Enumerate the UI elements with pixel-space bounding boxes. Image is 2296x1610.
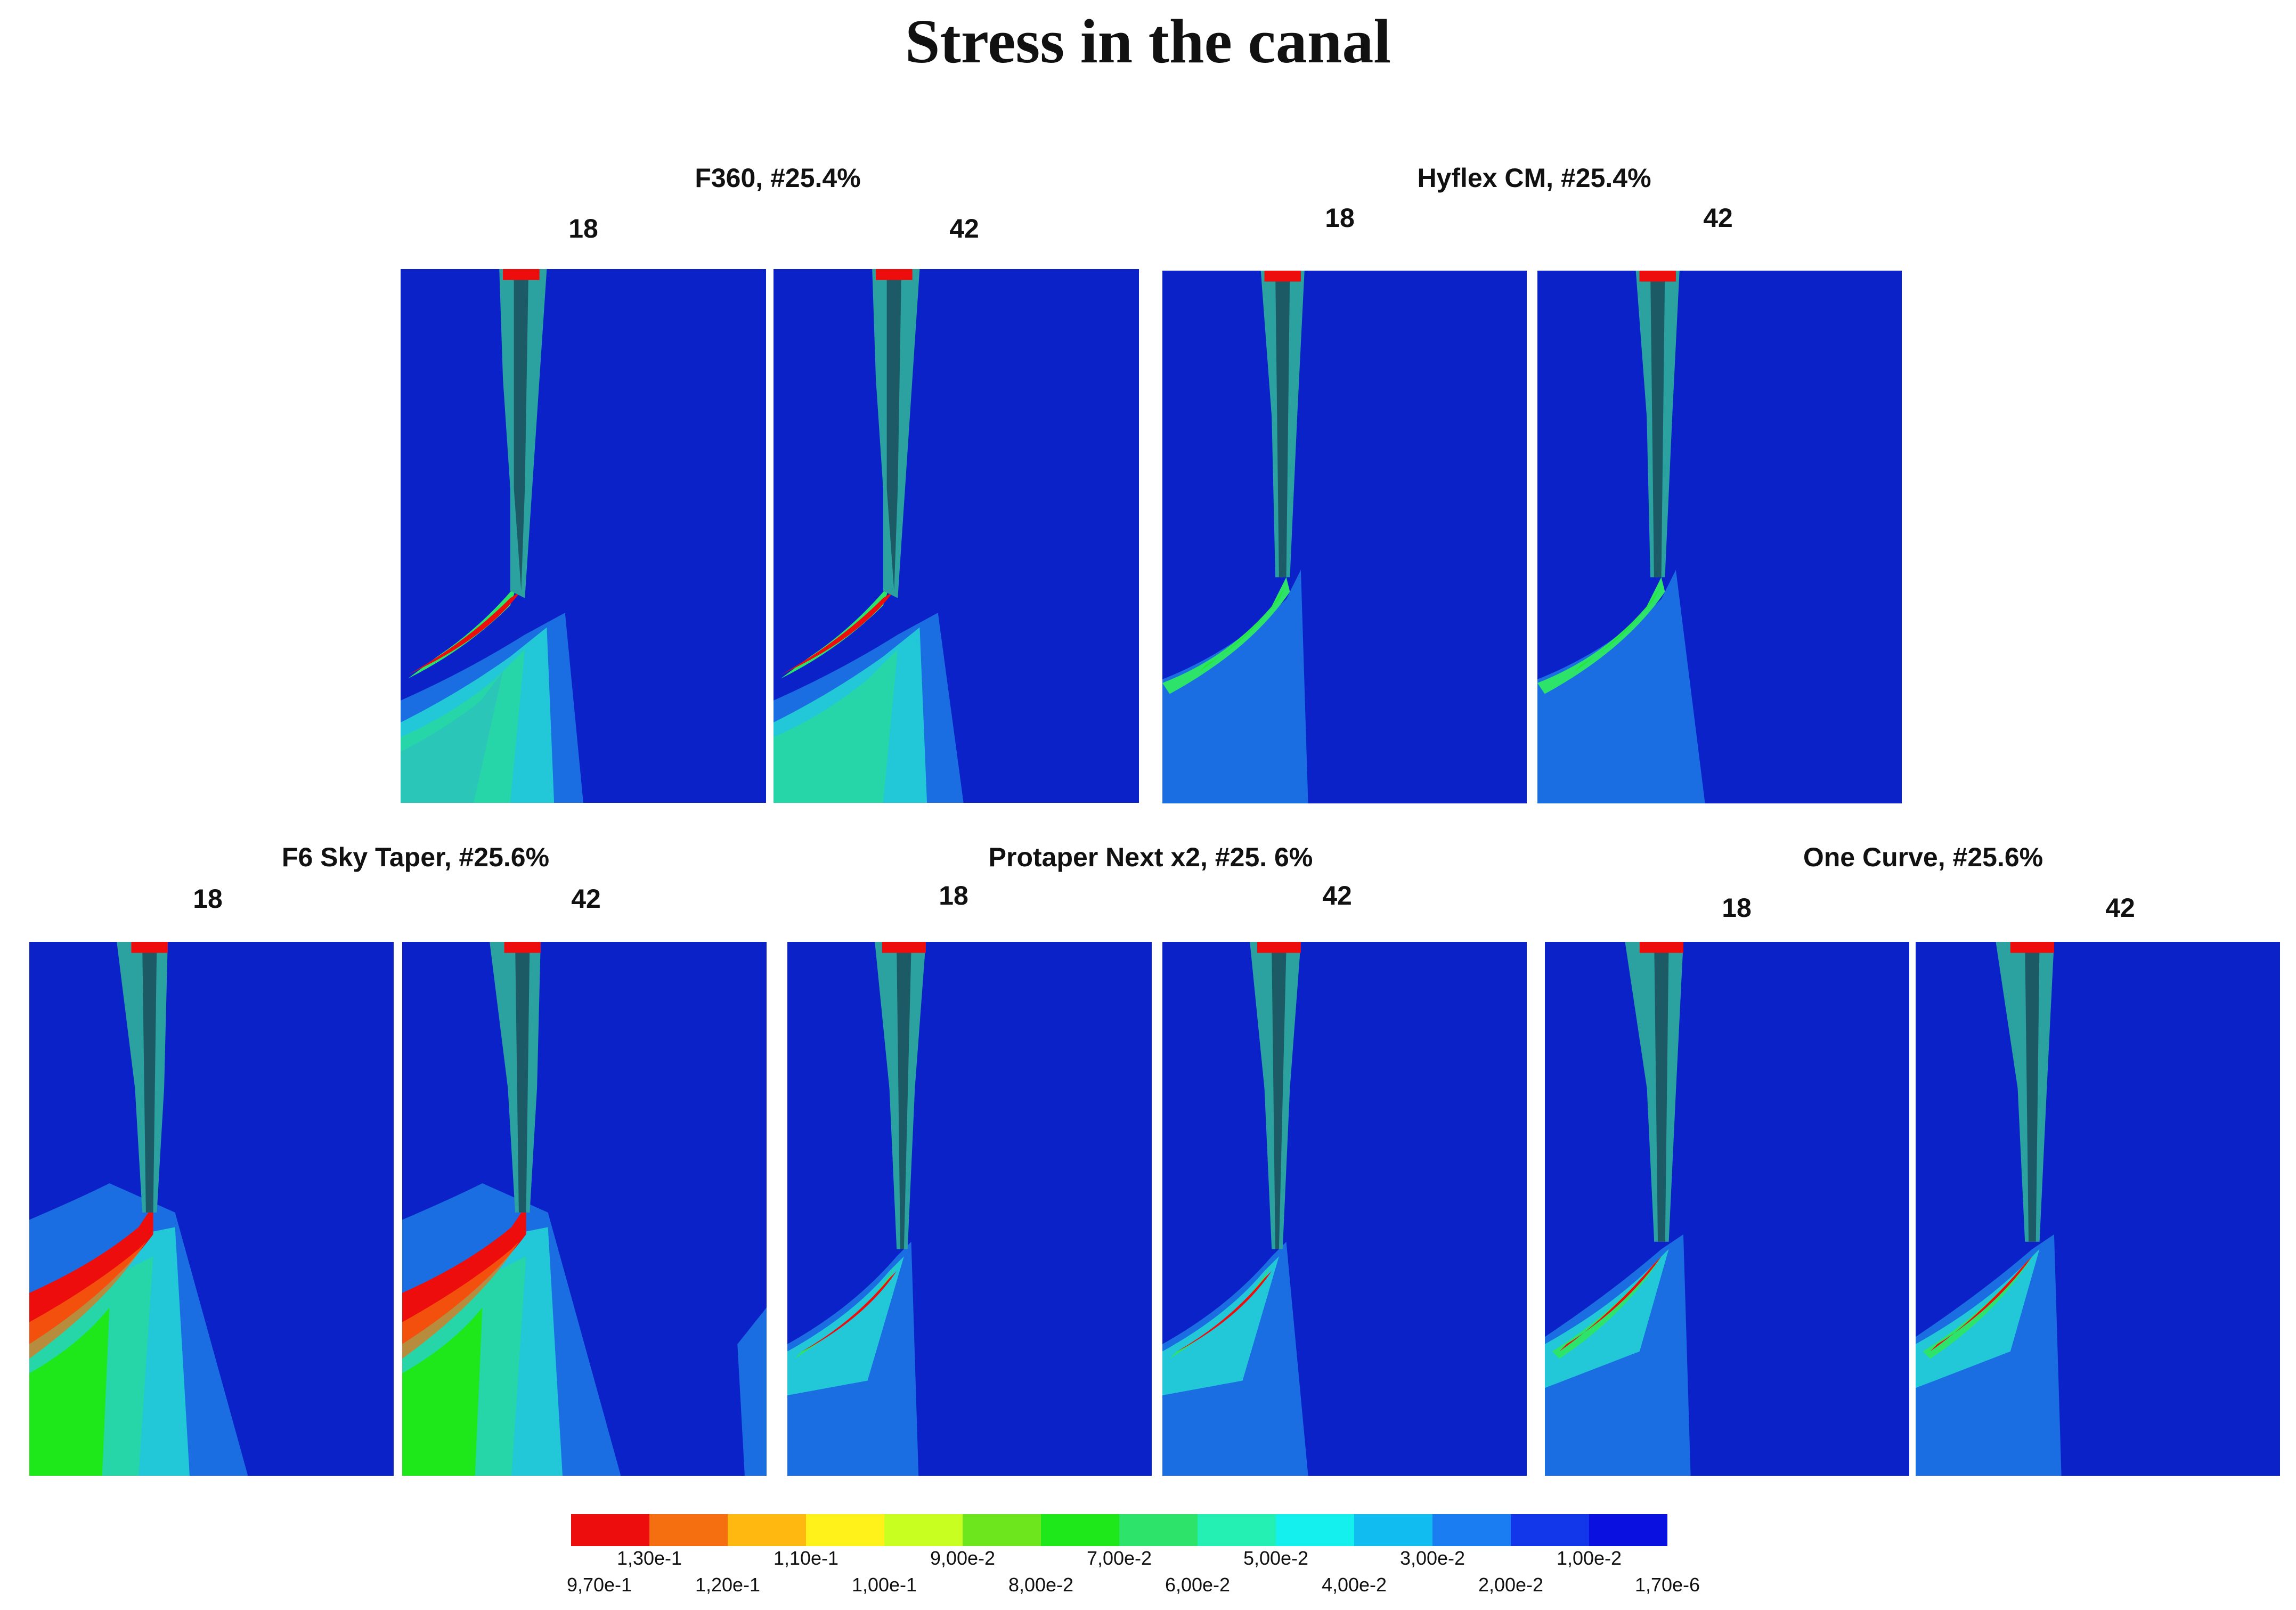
f360-label-42: 42 [949, 214, 979, 243]
stress-map-protaper-18 [787, 942, 1152, 1476]
legend-bin [649, 1514, 728, 1546]
legend-label-top: 1,00e-2 [1556, 1547, 1622, 1569]
legend-label-bottom: 4,00e-2 [1321, 1574, 1387, 1596]
hyflex-label-18: 18 [1325, 203, 1355, 233]
legend-label-top: 1,10e-1 [773, 1547, 839, 1569]
legend-bin [1432, 1514, 1511, 1546]
legend-bin [1198, 1514, 1276, 1546]
stress-map-f6-42 [402, 942, 767, 1476]
legend-bin [571, 1514, 649, 1546]
legend-label-bottom: 6,00e-2 [1165, 1574, 1231, 1596]
legend-bin [1354, 1514, 1432, 1546]
legend-label-bottom: 9,70e-1 [566, 1574, 632, 1596]
group-title-f360: F360, #25.4% [695, 163, 861, 193]
legend-label-top: 9,00e-2 [930, 1547, 996, 1569]
stress-map-onecurve-18 [1545, 942, 1909, 1476]
hyflex-label-42: 42 [1703, 203, 1733, 233]
figure-title: Stress in the canal [905, 6, 1391, 76]
legend-bin [963, 1514, 1041, 1546]
stress-map-onecurve-42 [1916, 942, 2280, 1476]
legend-label-bottom: 2,00e-2 [1478, 1574, 1544, 1596]
legend-label-bottom: 8,00e-2 [1008, 1574, 1074, 1596]
stress-map-f360-18 [401, 269, 766, 803]
legend-label-bottom: 1,00e-1 [851, 1574, 917, 1596]
legend-bin [1589, 1514, 1667, 1546]
onecurve-label-42: 42 [2105, 893, 2135, 923]
protaper-label-42: 42 [1322, 881, 1352, 910]
f6-label-42: 42 [571, 884, 601, 914]
stress-map-f360-42 [774, 269, 1139, 803]
f6-label-18: 18 [193, 884, 223, 914]
stress-map-hyflex-42 [1537, 271, 1902, 803]
group-title-onecurve: One Curve, #25.6% [1803, 842, 2043, 872]
legend-bin [728, 1514, 806, 1546]
legend-bin [1041, 1514, 1119, 1546]
legend-label-top: 7,00e-2 [1086, 1547, 1152, 1569]
legend-bin [1511, 1514, 1589, 1546]
onecurve-label-18: 18 [1722, 893, 1752, 923]
legend-label-top: 5,00e-2 [1243, 1547, 1309, 1569]
legend-bin [1276, 1514, 1354, 1546]
stress-map-f6-18 [29, 942, 394, 1476]
legend-label-bottom: 1,70e-6 [1634, 1574, 1700, 1596]
group-title-f6: F6 Sky Taper, #25.6% [281, 842, 550, 872]
stress-map-hyflex-18 [1162, 271, 1527, 803]
legend-label-top: 1,30e-1 [616, 1547, 682, 1569]
legend-label-top: 3,00e-2 [1399, 1547, 1465, 1569]
legend-bin [806, 1514, 884, 1546]
legend-bin [1119, 1514, 1198, 1546]
f360-label-18: 18 [568, 214, 598, 243]
group-title-hyflex: Hyflex CM, #25.4% [1417, 163, 1651, 193]
legend-label-bottom: 1,20e-1 [695, 1574, 761, 1596]
stress-map-protaper-42 [1162, 942, 1527, 1476]
protaper-label-18: 18 [939, 881, 968, 910]
legend-bin [884, 1514, 963, 1546]
group-title-protaper: Protaper Next x2, #25. 6% [988, 842, 1313, 872]
